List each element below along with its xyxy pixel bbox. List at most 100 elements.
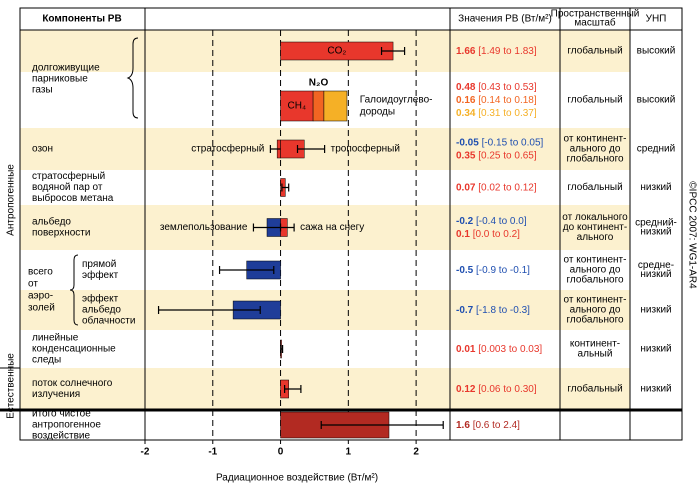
losu: низкий [640,344,671,355]
value-label: -0.7 [-1.8 to -0.3] [456,305,530,316]
bar-name: CO₂ [327,46,346,57]
value: -0.05 [456,137,479,148]
bar-name: CH₄ [288,101,307,112]
value: -0.2 [456,216,474,227]
x-tick-label: 1 [346,447,352,458]
error-bar [380,47,406,55]
error-bar [218,266,275,274]
component-label: облачности [82,315,135,327]
error-bar [284,385,302,393]
component-label: поверхности [32,228,90,239]
x-tick-label: -1 [208,447,217,458]
bar-name: тропосферный [331,143,400,155]
losu: высокий [637,95,676,106]
component-label: итого чистое [32,409,91,420]
x-tick-label: 0 [278,447,284,458]
spatial-scale: ального до [570,305,621,316]
value-label: 0.16 [0.14 to 0.18] [456,95,537,106]
group-sub-label: всего [28,267,53,278]
component-label: альбедо [82,304,121,316]
group-label: Естественные [6,353,17,419]
spatial-scale: глобальный [567,94,622,106]
component-label: воздействие [32,431,90,442]
group-sub-label: аэро- [28,291,53,302]
component-label: эффект [82,293,119,305]
losu: низкий [640,305,671,316]
component-label: водяной пар от [32,182,103,193]
spatial-scale: глобального [566,314,624,326]
component-label: стратосферный [32,170,105,182]
losu: низкий [640,269,671,280]
component-label: линейные [32,333,79,344]
range: [0.31 to 0.37] [478,108,537,119]
component-label: парниковые [32,74,88,85]
range: [0.6 to 2.4] [473,420,520,431]
bar [323,90,348,122]
spatial-scale: глобальный [567,383,622,395]
value-label: -0.05 [-0.15 to 0.05] [456,137,544,148]
spatial-scale: континент- [570,339,620,350]
component-label: эффект [82,269,119,281]
component-label: антропогенное [32,420,101,431]
row-background [20,205,630,250]
range: [0.25 to 0.65] [478,150,537,161]
value: 0.07 [456,182,476,193]
value: 0.34 [456,108,476,119]
value: -0.7 [456,305,474,316]
bar-name: стратосферный [191,143,264,155]
error-bar [296,145,326,153]
range: [-0.9 to -0.1] [476,265,530,276]
value: 0.16 [456,95,476,106]
value-label: -0.5 [-0.9 to -0.1] [456,265,530,276]
component-label: озон [32,144,53,155]
copyright: ©IPCC 2007: WG1-AR4 [686,181,697,289]
component-label: газы [32,85,53,96]
losu: низкий [640,227,671,238]
bar-name: Галоидоуглево- [360,95,433,106]
value-label: 0.01 [0.003 to 0.03] [456,344,542,355]
component-label: выбросов метана [32,192,114,204]
range: [-1.8 to -0.3] [476,305,530,316]
bar-name: землепользование [160,222,248,233]
error-bar [280,345,284,353]
losu: низкий [640,384,671,395]
range: [-0.15 to 0.05] [482,137,544,148]
x-tick-label: 2 [413,447,419,458]
value-label: 0.34 [0.31 to 0.37] [456,108,537,119]
bar-name: дороды [360,107,395,118]
range: [1.49 to 1.83] [478,46,537,57]
range: [0.06 to 0.30] [478,384,537,395]
component-label: альбедо [32,216,71,228]
value: 0.1 [456,229,470,240]
value: 0.12 [456,384,476,395]
bar-name: сажа на снегу [300,222,364,233]
losu: средне- [638,260,674,271]
range: [0.02 to 0.12] [478,182,537,193]
value-label: 0.35 [0.25 to 0.65] [456,150,537,161]
row-background [20,368,630,410]
spatial-scale: от континент- [564,255,627,266]
spatial-scale: до континент- [563,222,627,233]
range: [0.0 to 0.2] [473,229,520,240]
losu: средний [637,144,675,155]
x-axis-title: Радиационное воздействие (Вт/м²) [216,473,378,484]
value: 0.48 [456,82,476,93]
value-label: 0.07 [0.02 to 0.12] [456,182,537,193]
spatial-scale: ального до [570,265,621,276]
value-label: 0.48 [0.43 to 0.53] [456,82,537,93]
losu: высокий [637,46,676,57]
group-sub-label: от [28,279,38,290]
component-label: прямой [82,259,116,270]
group-sub-label: золей [28,303,55,314]
value: -0.5 [456,265,474,276]
bar [312,90,325,122]
spatial-scale: альный [578,349,613,360]
value: 1.66 [456,46,476,57]
value: 1.6 [456,420,470,431]
value-label: -0.2 [-0.4 to 0.0] [456,216,527,227]
spatial-scale: глобальный [567,181,622,193]
error-bar [320,421,444,429]
value-label: 1.6 [0.6 to 2.4] [456,420,520,431]
range: [-0.4 to 0.0] [476,216,527,227]
component-label: следы [32,355,61,366]
